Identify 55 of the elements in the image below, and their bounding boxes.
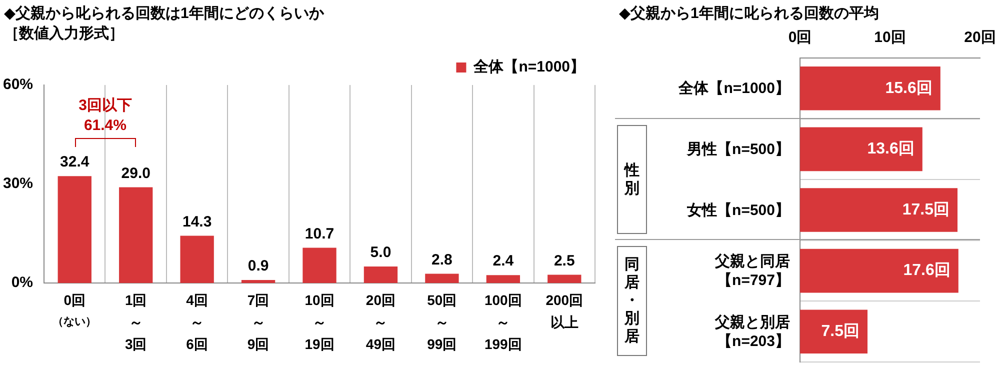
x-tick-label: 200回以上 [544,291,584,332]
data-label: 10.7 [304,225,334,242]
bar [180,236,214,283]
x-tick-label: 10回 [874,29,906,46]
x-tick-label: 1回～3回 [124,291,148,354]
x-tick-label: 50回～99回 [426,291,458,354]
y-tick-label: 60% [2,76,34,94]
y-tick-label: 男性【n=500】 [687,140,790,159]
x-tick-label: 4回～6回 [185,291,209,354]
data-label: 29.0 [121,164,150,182]
y-tick-label: 父親と同居【n=797】 [714,252,790,290]
x-tick-label: 100回～199回 [483,291,523,354]
bar [241,280,276,283]
text: 性別 [624,162,640,198]
data-label: 7.5回 [821,323,860,340]
x-tick-label: 0回（ない） [52,291,98,330]
bar [800,248,958,293]
y-tick-label: 0% [11,274,34,292]
data-label: 15.6回 [885,80,932,97]
bar [425,274,459,283]
bar [800,127,922,172]
y-tick-label: 女性【n=500】 [687,200,790,220]
data-label: 32.4 [60,154,90,171]
bar [119,187,153,283]
data-label: 17.5回 [902,201,950,218]
y-tick-label: 父親と別居【n=203】 [714,312,790,351]
x-tick-label: 20回 [964,29,996,46]
data-label: 2.4 [492,252,514,270]
x-tick-label: 20回～49回 [364,291,396,354]
bar [364,266,398,283]
x-tick-label: 10回～19回 [304,291,336,354]
x-tick-label: 7回～9回 [246,291,270,354]
x-tick-label: 0回 [788,29,812,46]
data-label: 0.9 [248,258,269,275]
bar [800,66,940,110]
data-label: 2.5 [554,252,575,270]
data-label: 17.6回 [903,262,950,280]
annotation: 3回以下 61.4% [78,96,133,136]
chart-title: ◆父親から叱られる回数は1年間にどのくらいか [4,4,324,23]
bar [302,248,336,283]
data-label: 5.0 [370,244,392,262]
data-label: 13.6回 [867,140,914,158]
bar [800,188,958,232]
text: 同居・別居 [624,256,640,346]
legend-label: 全体【n=1000】 [472,58,586,76]
chart-title: ◆父親から1年間に叱られる回数の平均 [619,4,879,23]
y-tick-label: 全体【n=1000】 [678,78,790,98]
bar [548,274,582,283]
data-label: 14.3 [182,213,212,230]
data-label: 2.8 [432,251,452,268]
y-tick-label: 30% [2,175,34,192]
bar [800,310,868,354]
chart-subtitle: ［数値入力形式］ [4,24,124,43]
bar [58,176,92,283]
bar [486,275,520,283]
